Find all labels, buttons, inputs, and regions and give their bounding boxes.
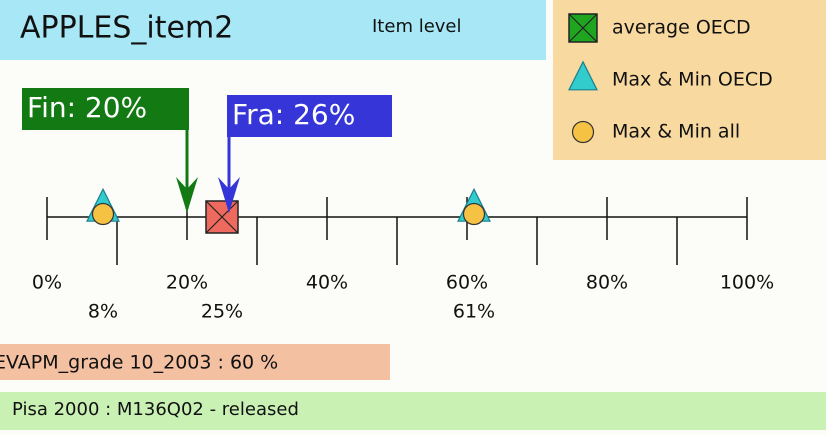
legend-label: average OECD <box>612 17 751 39</box>
marker-circle <box>91 202 115 226</box>
callout-box <box>227 95 392 137</box>
marker-circle <box>571 120 595 144</box>
callout-arrowhead <box>218 177 240 213</box>
callout-label: Fin: 20% <box>27 91 147 124</box>
value-label: 8% <box>88 301 118 323</box>
note: Pisa 2000 : M136Q02 - released <box>12 399 299 420</box>
note-bar <box>0 344 390 380</box>
x-tick-label: 20% <box>166 272 208 294</box>
x-tick-label: 100% <box>720 272 774 294</box>
value-label: 25% <box>201 301 243 323</box>
value-label: 61% <box>453 301 495 323</box>
subtitle: Item level <box>372 16 462 37</box>
marker-cross <box>568 13 598 43</box>
x-tick-label: 0% <box>32 272 62 294</box>
callout-box <box>22 88 189 130</box>
note: EVAPM_grade 10_2003 : 60 % <box>0 352 278 374</box>
x-tick-label: 80% <box>586 272 628 294</box>
x-tick-label: 60% <box>446 272 488 294</box>
marker-cross <box>205 200 239 234</box>
header <box>0 0 546 60</box>
legend-label: Max & Min all <box>612 121 740 143</box>
note-bar <box>0 392 826 430</box>
legend-label: Max & Min OECD <box>612 69 773 91</box>
marker-circle <box>462 202 486 226</box>
x-tick-label: 40% <box>306 272 348 294</box>
callout-arrowhead <box>176 177 198 213</box>
chart-title: APPLES_item2 <box>20 11 233 46</box>
callout-label: Fra: 26% <box>232 98 355 131</box>
legend <box>553 0 826 160</box>
marker-triangle <box>568 60 598 91</box>
